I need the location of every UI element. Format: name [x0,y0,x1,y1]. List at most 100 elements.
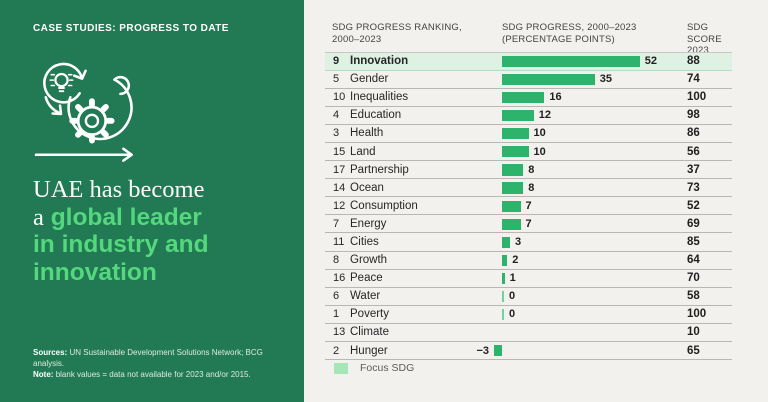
table-row: 13 Climate 10 [325,324,732,342]
rank-cell: 10 [333,91,346,104]
progress-bar [502,91,545,104]
progress-value: 1 [509,272,516,285]
page-title: UAE has become a global leader in indust… [33,176,283,286]
progress-bar-cell: 12 [472,107,685,124]
down-arrowhead [51,104,63,116]
title-line-3: in industry and [33,231,209,258]
process-circle [67,78,133,141]
progress-bar-cell: 16 [472,89,685,106]
progress-bar-cell: 2 [472,252,685,269]
chart-panel: SDG PROGRESS RANKING, 2000–2023 SDG PROGR… [304,0,768,402]
header-score: SDG SCORE 2023 [687,22,722,56]
progress-bar-cell: 8 [472,161,685,178]
table-row: 11 Cities 3 85 [325,233,732,252]
table-row: 17 Partnership 8 37 [325,161,732,180]
score-cell: 88 [687,55,700,68]
sdg-name: Hunger [350,344,388,357]
small-arrowhead [72,69,87,80]
sdg-name: Consumption [350,199,418,212]
rank-cell: 14 [333,181,346,194]
eyebrow-label: CASE STUDIES: PROGRESS TO DATE [33,23,229,34]
score-cell: 86 [687,127,700,140]
score-cell: 100 [687,91,707,104]
rank-cell: 13 [333,326,346,339]
progress-value: 7 [525,217,532,230]
header-ranking: SDG PROGRESS RANKING, 2000–2023 [332,22,462,45]
rank-cell: 7 [333,217,340,230]
table-row: 4 Education 12 98 [325,107,732,125]
sdg-name: Energy [350,217,387,230]
sdg-name: Ocean [350,181,384,194]
rank-cell: 3 [333,127,340,140]
progress-bar [502,164,524,176]
sdg-name: Inequalities [350,91,409,104]
table-row: 9 Innovation 52 88 [325,52,732,71]
sdg-name: Land [350,145,376,158]
progress-bar [502,254,508,267]
progress-bar-cell: 1 [472,270,685,287]
table-row: 3 Health 10 86 [325,125,732,143]
progress-bar [502,128,529,140]
progress-bar-cell: 35 [472,71,685,88]
progress-bar [502,55,640,67]
progress-value: 10 [533,145,546,158]
sdg-name: Education [350,109,402,122]
legend-label: Focus SDG [360,362,415,374]
down-arrow-arc [44,96,61,115]
progress-bar [502,272,505,285]
flow-arrowhead [122,147,133,162]
progress-bar-cell: 7 [472,197,685,214]
score-cell: 73 [687,181,700,194]
sdg-name: Water [350,290,381,303]
progress-bar [502,236,510,248]
progress-bar-cell: 3 [472,233,685,250]
score-cell: 70 [687,272,700,285]
table-row: 8 Growth 2 64 [325,252,732,270]
progress-value: 52 [644,55,658,68]
score-cell: 37 [687,163,700,176]
rank-cell: 17 [333,163,346,176]
rank-cell: 4 [333,109,340,122]
progress-bar-cell: −3 [472,342,685,359]
table-row: 2 Hunger −3 65 [325,342,732,361]
sdg-name: Cities [350,235,379,248]
table-row: 1 Poverty 0 100 [325,306,732,324]
progress-value: 35 [599,73,612,86]
title-line-1: UAE has become [33,176,205,203]
progress-value: 16 [549,91,562,104]
sdg-name: Poverty [350,308,389,321]
progress-value: 0 [509,290,516,303]
rank-cell: 8 [333,254,340,267]
rank-cell: 2 [333,344,340,357]
progress-zero-tick [502,291,504,303]
title-line-2-prefix: a [33,203,44,231]
progress-bar-cell: 0 [472,288,685,305]
sdg-name: Growth [350,254,388,267]
table-row: 10 Inequalities 16 100 [325,89,732,107]
rank-cell: 12 [333,199,346,212]
score-cell: 85 [687,235,700,248]
progress-value: 2 [512,254,519,267]
progress-zero-tick [502,309,504,321]
lightbulb-circle [43,62,81,104]
score-cell: 64 [687,254,700,267]
sdg-name: Peace [350,272,383,285]
progress-bar [502,200,521,212]
score-cell: 56 [687,145,700,158]
progress-bar [502,218,521,230]
progress-bar-cell: 0 [472,306,685,323]
rank-cell: 9 [333,55,340,68]
score-cell: 74 [687,73,700,86]
bulb [54,72,69,88]
table-row: 7 Energy 7 69 [325,215,732,234]
left-panel: CASE STUDIES: PROGRESS TO DATE [0,0,304,402]
availability-note: Note: blank values = data not available … [33,370,251,379]
rank-cell: 11 [333,235,345,248]
sdg-name: Innovation [350,55,409,68]
progress-bar-cell: 7 [472,215,685,232]
footnotes: Sources: UN Sustainable Development Solu… [33,347,288,380]
focus-sdg-swatch [334,362,348,374]
score-cell: 98 [687,109,700,122]
header-progress: SDG PROGRESS, 2000–2023 (PERCENTAGE POINT… [502,22,637,45]
